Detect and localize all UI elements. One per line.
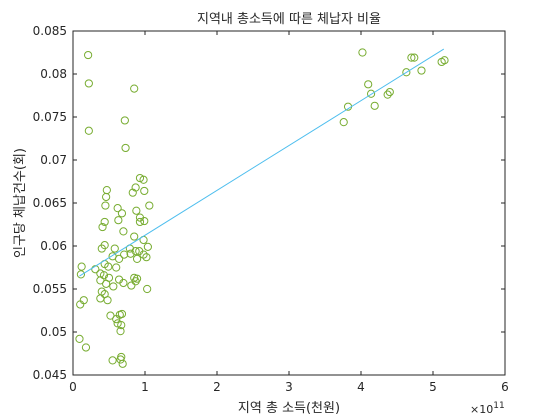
data-point: [417, 66, 426, 75]
y-tick-label: 0.08: [40, 67, 67, 81]
data-point: [117, 209, 127, 218]
x-tick-label: 0: [69, 380, 77, 394]
data-point: [118, 359, 127, 368]
data-point: [101, 201, 110, 210]
data-point: [131, 277, 140, 286]
data-point: [139, 250, 148, 259]
x-exponent-base: ×10: [470, 403, 493, 416]
data-point: [114, 216, 123, 225]
data-point: [119, 278, 128, 288]
data-point: [108, 356, 117, 365]
data-point: [113, 204, 122, 213]
x-tick-label: 1: [141, 380, 149, 394]
data-point: [132, 206, 141, 215]
x-exponent-power: 11: [493, 401, 504, 411]
data-point: [114, 254, 124, 263]
data-point: [370, 101, 379, 110]
plot-frame: [72, 30, 506, 376]
y-tick-label: 0.07: [40, 153, 67, 167]
data-point: [112, 263, 121, 272]
data-point: [84, 79, 93, 88]
x-exponent-label: ×1011: [470, 401, 505, 416]
y-tick-label: 0.05: [40, 325, 67, 339]
y-tick-label: 0.085: [33, 24, 67, 38]
data-point: [109, 282, 118, 291]
data-point: [407, 53, 416, 62]
data-point: [130, 84, 139, 93]
data-point: [119, 227, 128, 236]
fit-line: [79, 48, 445, 277]
x-axis-label: 지역 총 소득(천원): [238, 401, 340, 416]
data-point: [77, 262, 86, 271]
data-point: [132, 254, 142, 263]
data-point: [102, 279, 111, 288]
fit-line-group: [79, 48, 445, 277]
data-point: [385, 87, 394, 97]
data-point: [402, 68, 411, 77]
data-point: [131, 247, 140, 256]
data-point: [97, 244, 106, 253]
data-point: [76, 270, 86, 279]
y-tick-label: 0.06: [40, 239, 67, 253]
data-point: [102, 192, 111, 202]
x-tick-label: 6: [501, 380, 509, 394]
y-tick-label: 0.075: [33, 110, 67, 124]
data-point: [104, 262, 113, 271]
data-point: [75, 334, 84, 343]
data-point: [81, 343, 91, 352]
data-point: [103, 296, 112, 305]
data-point: [383, 90, 392, 99]
x-tick-label: 4: [357, 380, 365, 394]
data-point: [339, 118, 348, 127]
data-point: [116, 327, 125, 336]
data-point: [143, 284, 152, 294]
data-point: [84, 50, 93, 60]
data-point: [440, 56, 449, 65]
data-point: [140, 216, 149, 226]
data-points: [75, 48, 449, 368]
data-point: [98, 222, 107, 232]
data-point: [364, 80, 373, 89]
data-point: [366, 89, 376, 98]
data-point: [140, 186, 149, 196]
axis-ticks: 0 1 2 3 4 5 6 0.045 0.05 0.055 0.06 0.065 0.07 0.075 0…: [33, 24, 509, 394]
data-point: [145, 201, 154, 210]
data-point: [130, 232, 139, 241]
data-point: [100, 217, 109, 227]
data-point: [126, 249, 135, 258]
data-point: [128, 188, 137, 197]
y-tick-label: 0.065: [33, 196, 67, 210]
data-point: [139, 175, 148, 184]
data-point: [120, 116, 129, 125]
data-point: [121, 143, 130, 153]
data-point: [91, 265, 100, 274]
data-point: [142, 253, 151, 262]
plot-axes: [72, 30, 506, 376]
data-point: [76, 300, 85, 309]
data-point: [84, 126, 93, 135]
y-axis-label: 인구당 체납건수(회): [13, 148, 28, 258]
x-tick-label: 3: [285, 380, 293, 394]
chart-title: 지역내 총소득에 따른 체납자 비율: [197, 12, 381, 27]
data-point: [110, 244, 119, 253]
x-tick-label: 2: [213, 380, 221, 394]
data-point: [410, 53, 419, 62]
y-tick-label: 0.055: [33, 282, 67, 296]
y-tick-label: 0.045: [33, 368, 67, 382]
data-point: [143, 242, 152, 251]
x-tick-label: 5: [429, 380, 437, 394]
data-point: [117, 321, 126, 330]
data-point: [117, 309, 127, 319]
data-point: [135, 217, 145, 227]
data-point: [127, 281, 136, 290]
data-point: [358, 48, 367, 57]
data-point: [120, 250, 129, 259]
